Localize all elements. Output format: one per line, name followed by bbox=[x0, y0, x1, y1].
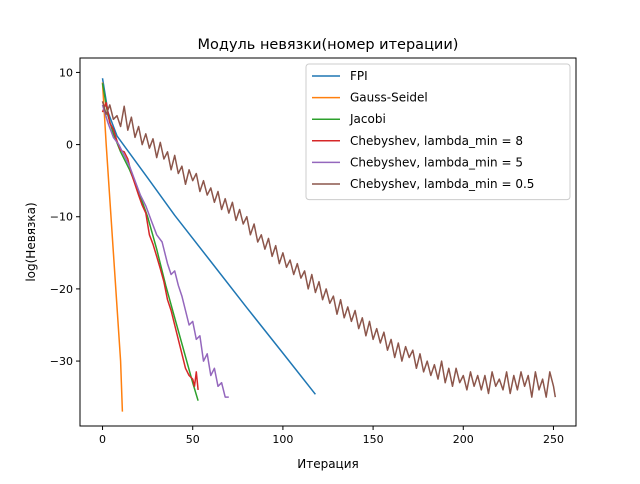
legend-box bbox=[305, 63, 571, 201]
series-line-2 bbox=[101, 83, 199, 401]
x-axis-label: Итерация bbox=[297, 457, 359, 471]
y-axis-ticks: −30 −20 −10 0 10 bbox=[50, 66, 80, 368]
series-layer bbox=[101, 78, 557, 412]
y-tick-label: 0 bbox=[66, 139, 73, 152]
y-tick-label: −20 bbox=[50, 283, 73, 296]
x-tick-label: 250 bbox=[543, 433, 564, 446]
series-line-5 bbox=[101, 101, 557, 398]
legend-label-1: Gauss-Seidel bbox=[350, 91, 428, 105]
legend-label-3: Chebyshev, lambda_min = 8 bbox=[350, 134, 523, 148]
chart-title: Модуль невязки(номер итерации) bbox=[198, 37, 459, 53]
x-tick-label: 200 bbox=[453, 433, 474, 446]
x-tick-label: 100 bbox=[272, 433, 293, 446]
x-axis-ticks: 0 50 100 150 200 250 bbox=[99, 426, 564, 446]
series-line-1 bbox=[101, 82, 124, 412]
legend-label-4: Chebyshev, lambda_min = 5 bbox=[350, 155, 523, 169]
y-axis-label: log(Невязка) bbox=[24, 202, 38, 281]
legend-label-5: Chebyshev, lambda_min = 0.5 bbox=[350, 177, 534, 191]
series-line-0 bbox=[101, 78, 316, 395]
series-line-4 bbox=[101, 104, 229, 398]
x-tick-label: 50 bbox=[186, 433, 200, 446]
x-tick-label: 0 bbox=[99, 433, 106, 446]
y-tick-label: 10 bbox=[59, 66, 73, 79]
y-tick-label: −30 bbox=[50, 355, 73, 368]
y-tick-label: −10 bbox=[50, 211, 73, 224]
legend-label-0: FPI bbox=[350, 69, 368, 83]
x-tick-label: 150 bbox=[363, 433, 384, 446]
legend: FPI Gauss-Seidel Jacobi Chebyshev, lambda_m… bbox=[305, 63, 571, 201]
legend-label-2: Jacobi bbox=[349, 112, 386, 126]
plot-frame bbox=[79, 57, 577, 427]
